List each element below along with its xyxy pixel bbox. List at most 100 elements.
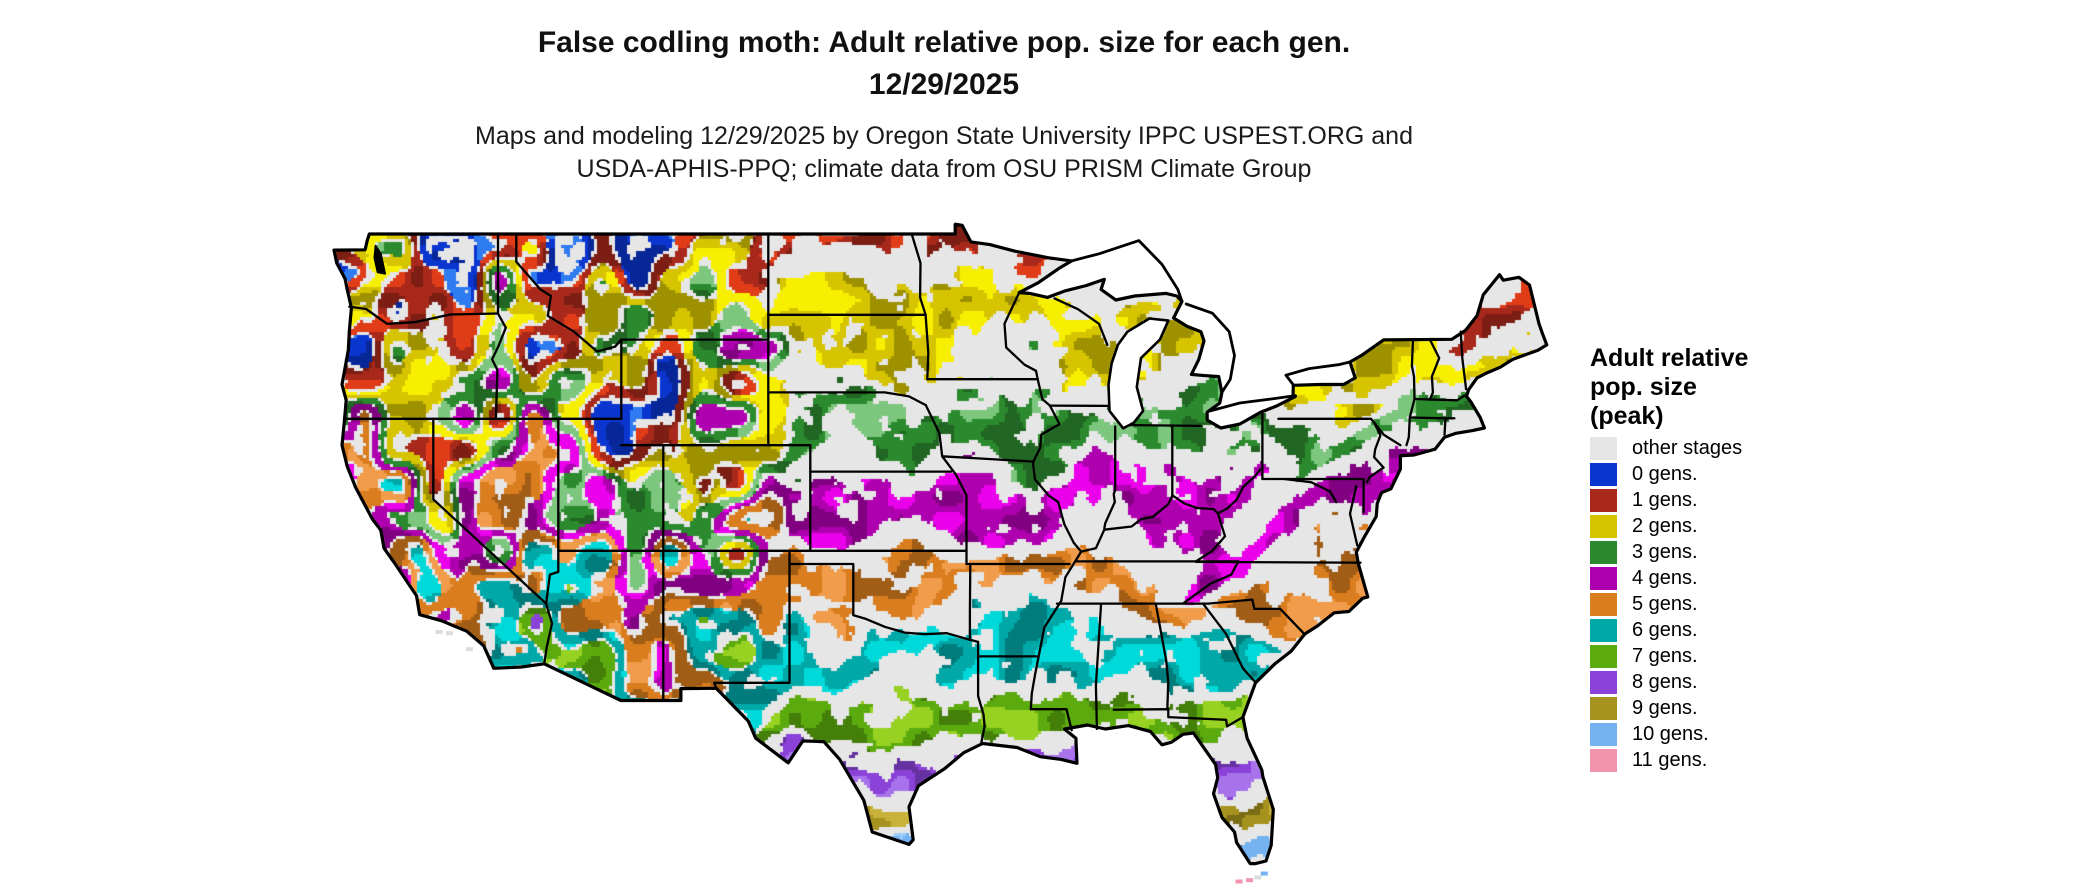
legend-swatch: [1590, 514, 1617, 538]
legend-item: 11 gens.: [1590, 747, 1850, 773]
state-border-line: [1283, 477, 1338, 504]
state-border-line: [515, 232, 623, 353]
state-border-line: [544, 549, 560, 605]
great-lake-shoreline: [1070, 239, 1184, 303]
state-border-line: [1428, 338, 1441, 401]
state-border-line: [1129, 423, 1203, 428]
legend-title-line1: Adult relative: [1590, 344, 1749, 372]
state-border-line: [968, 638, 986, 744]
legend-swatch: [1590, 748, 1617, 772]
legend-item-label: 4 gens.: [1632, 567, 1698, 589]
state-border-line: [348, 305, 500, 325]
legend-item: other stages: [1590, 435, 1850, 461]
us-map-overlay: [332, 222, 1549, 884]
map-title-line1: False codling moth: Adult relative pop. …: [537, 26, 1351, 59]
state-border-line: [1201, 602, 1257, 684]
state-border-line: [1181, 560, 1240, 605]
legend-swatch: [1590, 592, 1617, 616]
legend-item: 6 gens.: [1590, 617, 1850, 643]
legend-item-label: 11 gens.: [1632, 749, 1708, 771]
state-border-line: [1194, 560, 1362, 564]
legend-swatch: [1590, 696, 1617, 720]
legend-item-label: 8 gens.: [1632, 671, 1698, 693]
legend-items: other stages 0 gens. 1 gens. 2 gens. 3 gens.…: [1590, 435, 1850, 773]
state-border-line: [1094, 602, 1103, 731]
state-border-line: [924, 403, 944, 458]
map-subtitle-line1: Maps and modeling 12/29/2025 by Oregon S…: [475, 122, 1413, 150]
state-border-line: [924, 313, 930, 381]
map-title-date: 12/29/2025: [868, 68, 1020, 101]
legend-item: 0 gens.: [1590, 461, 1850, 487]
map-subtitle-line2: USDA-APHIS-PPQ; climate data from OSU PR…: [576, 155, 1312, 183]
island-pixel: [445, 631, 453, 636]
legend-item-label: 1 gens.: [1632, 489, 1698, 511]
state-border-line: [543, 602, 554, 665]
map-subtitle: Maps and modeling 12/29/2025 by Oregon S…: [0, 120, 1888, 186]
island-pixel: [1246, 878, 1254, 883]
legend-item-label: 5 gens.: [1632, 593, 1698, 615]
legend-swatch: [1590, 566, 1617, 590]
legend-item: 10 gens.: [1590, 721, 1850, 747]
legend-item-label: other stages: [1632, 437, 1743, 459]
puget-sound: [373, 244, 386, 275]
state-border-line: [767, 391, 927, 407]
legend-swatch: [1590, 670, 1617, 694]
us-outline: [332, 222, 1549, 866]
legend-item-label: 9 gens.: [1632, 697, 1698, 719]
state-border-line: [1408, 416, 1456, 420]
state-border-line: [1003, 291, 1039, 381]
state-border-line: [1405, 338, 1416, 447]
legend-item-label: 7 gens.: [1632, 645, 1698, 667]
state-border-line: [1053, 297, 1109, 347]
state-border-line: [1413, 394, 1466, 402]
legend-item: 9 gens.: [1590, 695, 1850, 721]
legend-title-line2: pop. size: [1590, 373, 1697, 401]
state-border-line: [1207, 598, 1305, 635]
legend-swatch: [1590, 488, 1617, 512]
state-border-line: [1029, 708, 1073, 732]
state-border-line: [1112, 708, 1245, 728]
state-border-line: [941, 455, 1036, 463]
state-border-line: [713, 549, 791, 690]
legend-swatch: [1590, 540, 1617, 564]
legend-swatch: [1590, 618, 1617, 642]
legend-item: 7 gens.: [1590, 643, 1850, 669]
state-border-line: [1103, 425, 1117, 530]
legend-swatch: [1590, 462, 1617, 486]
great-lake-shoreline: [1184, 302, 1236, 394]
legend-item: 3 gens.: [1590, 539, 1850, 565]
state-border-line: [490, 232, 507, 420]
legend-item-label: 10 gens.: [1632, 723, 1709, 745]
legend: Adult relative pop. size (peak) other st…: [1590, 344, 1850, 773]
island-pixel: [1260, 871, 1268, 876]
island-pixel: [465, 647, 473, 652]
lake-michigan: [1107, 317, 1170, 430]
legend-title: Adult relative pop. size (peak): [1590, 344, 1850, 431]
state-border-line: [910, 232, 927, 316]
state-border-line: [788, 562, 972, 641]
state-border-line: [1029, 550, 1083, 711]
island-pixel: [1254, 875, 1262, 880]
legend-item: 5 gens.: [1590, 591, 1850, 617]
legend-item-label: 0 gens.: [1632, 463, 1698, 485]
state-border-line: [1348, 484, 1359, 547]
island-pixel: [1235, 879, 1243, 884]
legend-swatch: [1590, 722, 1617, 746]
island-pixel: [435, 630, 443, 634]
legend-swatch: [1590, 436, 1617, 460]
us-map-raster: [330, 212, 1570, 892]
legend-item: 8 gens.: [1590, 669, 1850, 695]
state-border-line: [1194, 512, 1227, 563]
legend-item-label: 2 gens.: [1632, 515, 1698, 537]
legend-item-label: 3 gens.: [1632, 541, 1698, 563]
state-border-line: [1277, 417, 1402, 447]
state-border-line: [1459, 330, 1468, 391]
state-border-line: [432, 417, 548, 605]
legend-item: 2 gens.: [1590, 513, 1850, 539]
legend-item-label: 6 gens.: [1632, 619, 1698, 641]
state-border-line: [941, 455, 968, 566]
great-lake-shoreline: [1206, 394, 1297, 413]
state-border-line: [1154, 602, 1170, 711]
legend-item: 4 gens.: [1590, 565, 1850, 591]
